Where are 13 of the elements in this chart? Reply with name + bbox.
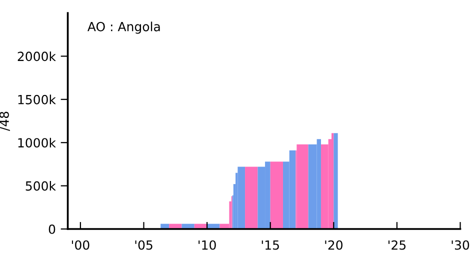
y-tick-label: 2000k <box>18 51 56 62</box>
y-tick-label: 0 <box>48 224 56 234</box>
x-tick-label: '20 <box>325 240 342 250</box>
text: AO : Angola <box>88 22 160 34</box>
y-tick-label: 1500k <box>18 94 56 104</box>
x-tick-label: '10 <box>198 240 216 250</box>
x-tick-label: '15 <box>262 240 279 250</box>
x-tick-label: '30 <box>452 240 470 250</box>
x-tick-label: '00 <box>72 240 90 250</box>
x-tick-label: '25 <box>388 240 406 250</box>
y-tick-label: 1000k <box>18 138 56 148</box>
y-tick-label: 500k <box>26 181 56 191</box>
x-tick-label: '05 <box>135 240 152 250</box>
